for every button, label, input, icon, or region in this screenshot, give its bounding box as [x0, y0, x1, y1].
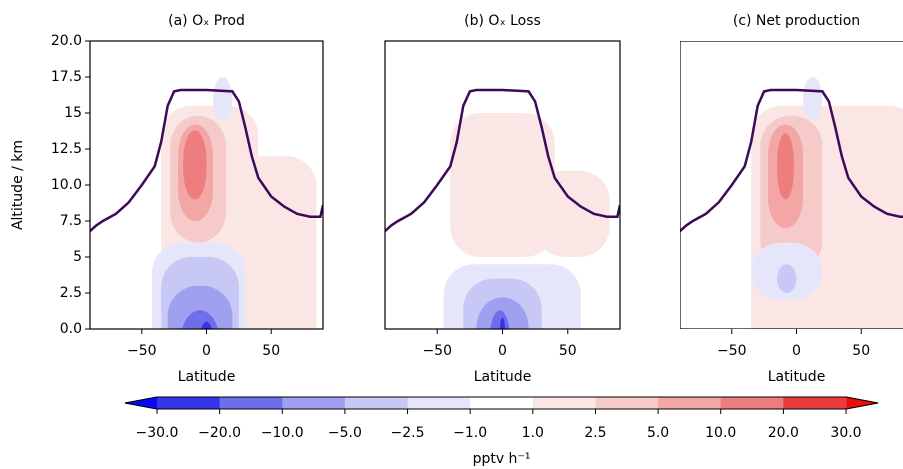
colorbar-tick-label: 2.5 [584, 425, 606, 441]
contour-region [201, 321, 212, 329]
x-tick-label: 50 [852, 343, 870, 359]
y-tick-label: 7.5 [60, 213, 82, 229]
contour-region [232, 156, 317, 329]
colorbar-tick-label: −10.0 [261, 425, 304, 441]
plot-area [385, 88, 620, 329]
colorbar-segment [282, 397, 346, 409]
colorbar-segment [658, 397, 722, 409]
colorbar-tick-label: −2.5 [391, 425, 425, 441]
x-tick-label: 50 [559, 343, 577, 359]
contour-region [535, 170, 610, 257]
x-tick-label: 0 [498, 343, 507, 359]
x-tick-label: −50 [422, 343, 452, 359]
y-tick-label: 0.0 [60, 321, 82, 337]
contour-region [183, 130, 207, 200]
colorbar-tick-label: 1.0 [522, 425, 544, 441]
colorbar-tick-label: −20.0 [198, 425, 241, 441]
x-tick-label: −50 [127, 343, 157, 359]
plot-area [680, 41, 903, 329]
x-tick-label: 0 [202, 343, 211, 359]
y-tick-label: 20.0 [51, 33, 82, 49]
y-tick-label: 10.0 [51, 177, 82, 193]
colorbar-over [845, 396, 879, 410]
panel-title: (b) Oₓ Loss [464, 13, 541, 29]
panel-title: (c) Net production [733, 13, 860, 29]
colorbar-tick-label: 30.0 [830, 425, 861, 441]
y-axis-label: Altitude / km [10, 140, 26, 230]
y-tick-label: 2.5 [60, 285, 82, 301]
x-tick-label: 0 [792, 343, 801, 359]
y-tick-label: 15 [64, 105, 82, 121]
tropopause-line [385, 88, 620, 233]
colorbar-tick-label: 20.0 [768, 425, 799, 441]
colorbar-segment [595, 397, 659, 409]
colorbar-segment [407, 397, 471, 409]
contour-region [490, 310, 510, 329]
y-tick-label: 17.5 [51, 69, 82, 85]
contour-region [777, 133, 794, 200]
contour-region [777, 264, 797, 293]
colorbar-segment [470, 397, 534, 409]
colorbar-segment [157, 397, 221, 409]
plot-area [90, 77, 323, 329]
colorbar-tick-label: −1.0 [453, 425, 487, 441]
contour-region [182, 310, 219, 329]
contour-region [212, 77, 233, 121]
tropopause-line [90, 88, 323, 233]
colorbar-segment [532, 397, 596, 409]
colorbar-under [124, 396, 158, 410]
colorbar-tick-label: −30.0 [136, 425, 179, 441]
x-tick-label: 50 [262, 343, 280, 359]
colorbar-label: pptv h⁻¹ [473, 451, 531, 467]
y-tick-label: 5 [73, 249, 82, 265]
contour-region [802, 77, 823, 121]
contour-region [450, 113, 555, 257]
tropopause-line [680, 88, 903, 233]
x-axis-label: Latitude [178, 369, 236, 385]
colorbar-segment [344, 397, 409, 409]
colorbar-segment [720, 397, 784, 409]
contour-region [476, 297, 529, 329]
colorbar-tick-label: 5.0 [647, 425, 669, 441]
colorbar-segment [219, 397, 283, 409]
y-tick-label: 12.5 [51, 141, 82, 157]
colorbar-segment [783, 397, 847, 409]
contour-region [167, 285, 233, 329]
panel-title: (a) Oₓ Prod [168, 13, 245, 29]
colorbar-tick-label: 10.0 [705, 425, 736, 441]
colorbar-tick-label: −5.0 [328, 425, 362, 441]
contour-region [499, 317, 506, 329]
x-tick-label: −50 [717, 343, 747, 359]
x-axis-label: Latitude [768, 369, 826, 385]
x-axis-label: Latitude [474, 369, 532, 385]
